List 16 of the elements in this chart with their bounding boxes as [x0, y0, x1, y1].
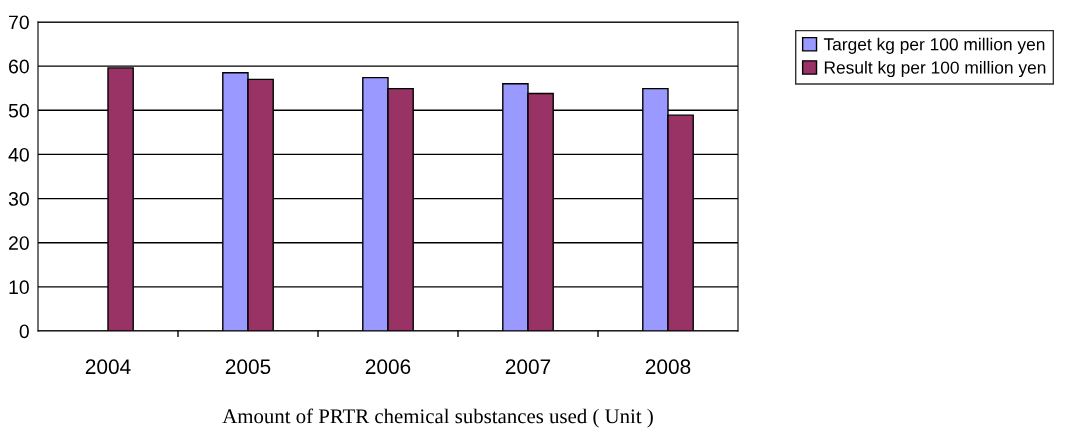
y-tick-label: 40	[8, 147, 29, 162]
y-tick-label: 50	[8, 103, 29, 118]
x-tick-label: 2007	[505, 359, 551, 375]
legend-label: Result kg per 100 million yen	[824, 60, 1046, 78]
x-tick-label: 2008	[645, 359, 691, 375]
legend-label: Target kg per 100 million yen	[823, 37, 1045, 54]
x-axis-title: Amount of PRTR chemical substances used ( Unit )	[222, 408, 653, 428]
y-tick-label: 10	[9, 280, 29, 295]
y-tick-label: 70	[9, 15, 29, 30]
x-tick-label: 2006	[365, 359, 411, 375]
x-tick-label: 2004	[85, 359, 131, 375]
y-tick-label: 20	[9, 236, 29, 250]
y-tick-label: 0	[19, 324, 29, 339]
x-tick-label: 2005	[225, 359, 271, 375]
y-tick-label: 30	[8, 192, 29, 206]
y-tick-label: 60	[9, 59, 29, 74]
